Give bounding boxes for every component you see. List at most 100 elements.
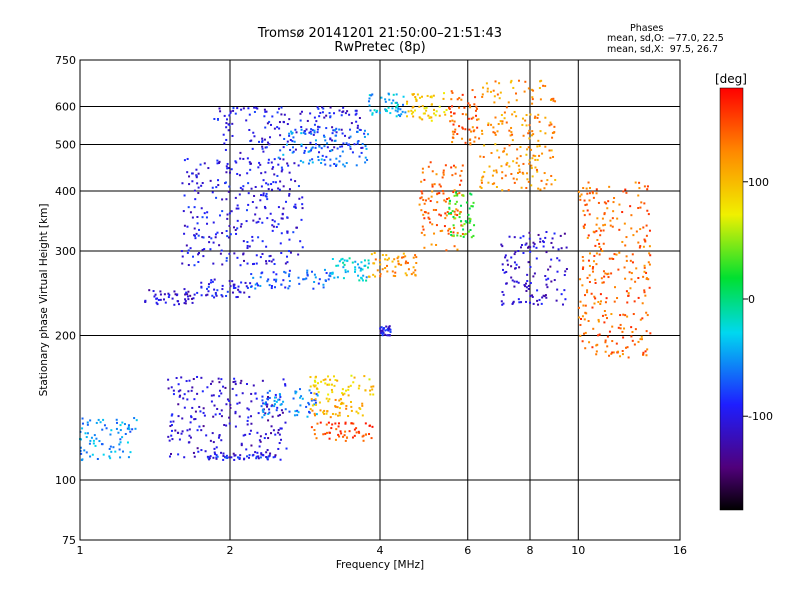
data-point [537,113,540,116]
data-point [322,286,325,289]
data-point [518,301,521,304]
data-point [328,437,331,440]
data-point [624,244,627,247]
phases-title: Phases [630,23,664,34]
data-point [156,297,159,300]
data-point [81,422,84,425]
data-point [94,444,97,447]
data-point [283,113,286,116]
data-point [294,128,297,131]
data-point [438,213,441,216]
data-point [264,126,267,129]
data-point [592,196,595,199]
data-point [505,121,508,124]
data-point [316,131,319,134]
data-point [537,233,540,236]
data-point [422,198,425,201]
data-point [127,456,130,459]
data-point [354,109,357,112]
data-point [314,384,317,387]
data-point [232,452,235,455]
data-point [644,294,647,297]
data-point [169,425,172,428]
data-point [412,256,415,259]
data-point [387,329,390,332]
data-point [307,150,310,153]
data-point [334,438,337,441]
data-point [429,221,432,224]
data-point [402,103,405,106]
data-point [526,280,529,283]
data-point [371,388,374,391]
data-point [248,295,251,298]
data-point [306,119,309,122]
data-point [288,285,291,288]
data-point [452,215,455,218]
data-point [254,451,257,454]
data-point [404,255,407,258]
data-point [498,97,501,100]
data-point [341,388,344,391]
data-point [203,212,206,215]
data-point [607,276,610,279]
data-point [630,272,633,275]
data-point [591,192,594,195]
data-point [317,391,320,394]
data-point [268,389,271,392]
data-point [236,204,239,207]
data-point [527,180,530,183]
data-point [311,404,314,407]
data-point [346,259,349,262]
data-point [310,149,313,152]
data-point [183,288,186,291]
data-point [629,259,632,262]
data-point [266,449,269,452]
data-point [453,245,456,248]
data-point [304,132,307,135]
data-point [267,183,270,186]
data-point [451,234,454,237]
data-point [260,452,263,455]
data-point [379,327,382,330]
data-point [603,201,606,204]
data-point [421,225,424,228]
data-point [317,155,320,158]
data-point [459,174,462,177]
data-point [512,86,515,89]
data-point [433,108,436,111]
data-point [368,94,371,97]
data-point [295,131,298,134]
data-point [461,233,464,236]
data-point [517,79,520,82]
data-point [210,237,213,240]
data-point [587,181,590,184]
data-point [353,143,356,146]
data-point [207,167,210,170]
data-point [375,111,378,114]
data-point [228,416,231,419]
data-point [288,275,291,278]
data-point [179,394,182,397]
data-point [214,453,217,456]
data-point [299,388,302,391]
data-point [617,350,620,353]
data-point [598,227,601,230]
data-point [490,123,493,126]
data-point [502,268,505,271]
data-point [187,249,190,252]
data-point [241,188,244,191]
data-point [234,112,237,115]
data-point [344,134,347,137]
data-point [308,159,311,162]
data-point [404,111,407,114]
data-point [586,276,589,279]
data-point [265,451,268,454]
data-point [357,387,360,390]
data-point [233,454,236,457]
data-point [506,161,509,164]
data-point [266,122,269,125]
data-point [271,115,274,118]
data-point [397,108,400,111]
data-point [291,140,294,143]
data-point [335,134,338,137]
